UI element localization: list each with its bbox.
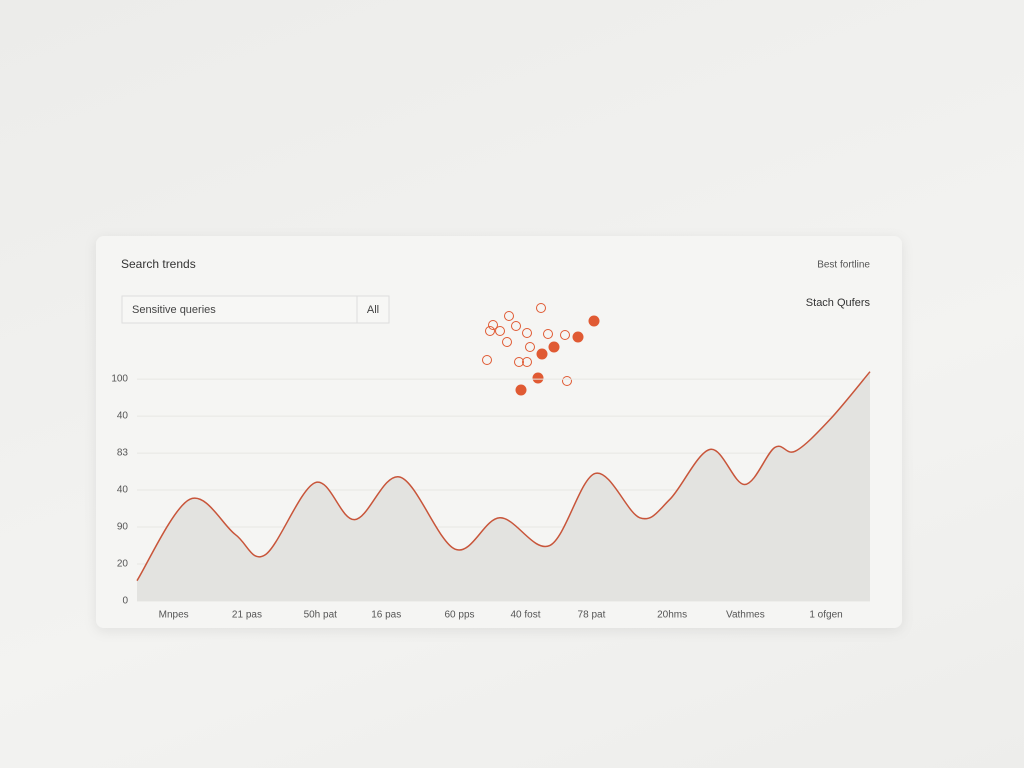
y-tick-label: 40: [117, 485, 129, 496]
search-box[interactable]: [121, 295, 390, 324]
line: [136, 371, 871, 582]
y-tick-label: 20: [117, 559, 129, 570]
x-tick-label: 78 pat: [578, 610, 606, 621]
y-tick-label: 0: [122, 596, 128, 607]
y-tick-label: 100: [111, 374, 128, 385]
x-tick-label: 1 ofgen: [809, 610, 842, 621]
x-tick-label: 16 pas: [371, 610, 401, 621]
card-title: Search trends: [121, 257, 196, 271]
x-tick-label: Vathmes: [726, 610, 765, 621]
x-tick-label: 40 fost: [510, 610, 540, 621]
legend-title: Stach Qufers: [806, 297, 871, 309]
x-tick-label: 21 pas: [232, 610, 262, 621]
x-tick-label: Mnpes: [159, 610, 189, 621]
search-input[interactable]: Sensitive queries: [132, 304, 216, 316]
filter-button[interactable]: All: [367, 304, 379, 316]
x-tick-label: 60 pps: [445, 610, 475, 621]
link[interactable]: Best fortline: [817, 260, 870, 271]
area: [137, 371, 870, 601]
scatter-decoration: [482, 303, 600, 396]
y-tick-label: 83: [117, 448, 129, 459]
y-tick-label: 90: [117, 522, 129, 533]
x-tick-label: 50h pat: [304, 610, 338, 621]
x-tick-label: 20hms: [657, 610, 687, 621]
y-tick-label: 40: [117, 411, 129, 422]
